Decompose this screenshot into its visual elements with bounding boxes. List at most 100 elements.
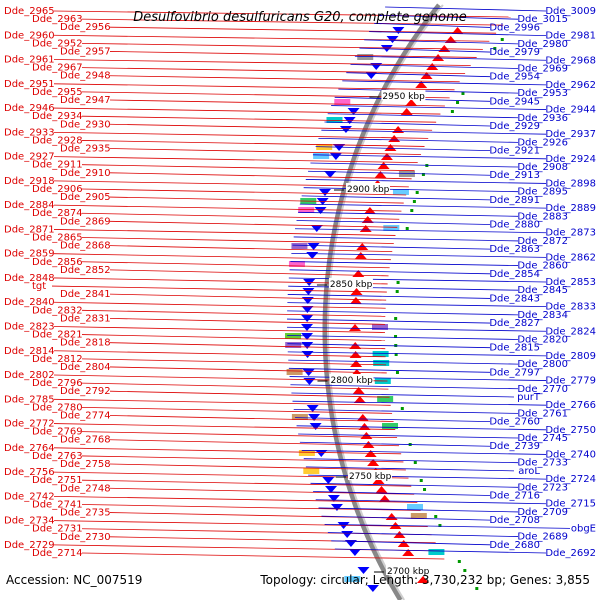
right-gene-label[interactable]: Dde_2761 bbox=[517, 408, 568, 419]
right-gene-label[interactable]: Dde_2954 bbox=[489, 72, 540, 83]
right-gene-label[interactable]: Dde_2926 bbox=[517, 137, 568, 148]
left-gene-label[interactable]: Dde_2792 bbox=[60, 386, 111, 397]
left-gene-label[interactable]: Dde_2812 bbox=[32, 354, 83, 365]
right-gene-label[interactable]: Dde_2895 bbox=[517, 187, 568, 198]
right-gene-label[interactable]: Dde_2680 bbox=[489, 540, 540, 551]
left-gene-label[interactable]: Dde_2756 bbox=[4, 467, 55, 478]
right-gene-label[interactable]: Dde_2715 bbox=[545, 499, 596, 510]
right-gene-label[interactable]: Dde_2724 bbox=[545, 474, 596, 485]
left-gene-label[interactable]: Dde_2714 bbox=[32, 548, 83, 559]
left-gene-label[interactable]: Dde_2742 bbox=[4, 491, 55, 502]
right-gene-label[interactable]: Dde_2843 bbox=[489, 293, 540, 304]
right-gene-label[interactable]: Dde_2863 bbox=[489, 244, 540, 255]
left-gene-label[interactable]: Dde_2785 bbox=[4, 394, 55, 405]
right-gene-label[interactable]: Dde_2833 bbox=[545, 302, 596, 313]
right-gene-label[interactable]: Dde_2937 bbox=[545, 129, 596, 140]
left-gene-label[interactable]: Dde_2772 bbox=[4, 419, 55, 430]
right-gene-label[interactable]: Dde_2834 bbox=[517, 310, 568, 321]
left-gene-label[interactable]: Dde_2927 bbox=[4, 152, 55, 163]
left-gene-label[interactable]: Dde_2804 bbox=[60, 362, 111, 373]
right-gene-label[interactable]: Dde_2745 bbox=[517, 433, 568, 444]
right-gene-label[interactable]: Dde_2996 bbox=[489, 22, 540, 33]
right-gene-label[interactable]: Dde_2981 bbox=[545, 31, 596, 42]
left-gene-label[interactable]: Dde_2814 bbox=[4, 346, 55, 357]
right-gene-label[interactable]: Dde_2913 bbox=[489, 170, 540, 181]
right-gene-label[interactable]: Dde_2750 bbox=[545, 425, 596, 436]
right-gene-label[interactable]: Dde_2945 bbox=[489, 96, 540, 107]
left-gene-label[interactable]: Dde_2818 bbox=[60, 338, 111, 349]
left-gene-label[interactable]: Dde_2856 bbox=[32, 257, 83, 268]
right-gene-label[interactable]: Dde_2908 bbox=[517, 162, 568, 173]
right-gene-label[interactable]: Dde_2800 bbox=[517, 359, 568, 370]
right-gene-label[interactable]: Dde_2827 bbox=[489, 318, 540, 329]
left-gene-label[interactable]: Dde_2869 bbox=[60, 216, 111, 227]
right-gene-label[interactable]: Dde_2883 bbox=[517, 211, 568, 222]
left-gene-label[interactable]: Dde_2948 bbox=[60, 71, 111, 82]
right-gene-label[interactable]: Dde_2809 bbox=[545, 351, 596, 362]
right-gene-label[interactable]: Dde_2924 bbox=[545, 154, 596, 165]
left-gene-label[interactable]: Dde_2751 bbox=[32, 475, 83, 486]
left-gene-label[interactable]: Dde_2930 bbox=[60, 119, 111, 130]
right-gene-label[interactable]: Dde_2862 bbox=[545, 252, 596, 263]
left-gene-label[interactable]: Dde_2840 bbox=[4, 297, 55, 308]
left-gene-label[interactable]: Dde_2763 bbox=[32, 451, 83, 462]
right-gene-label[interactable]: Dde_2692 bbox=[545, 548, 596, 559]
left-gene-label[interactable]: Dde_2871 bbox=[4, 224, 55, 235]
left-gene-label[interactable]: Dde_2905 bbox=[60, 192, 111, 203]
right-gene-label[interactable]: Dde_2980 bbox=[517, 39, 568, 50]
right-gene-label[interactable]: Dde_2968 bbox=[545, 55, 596, 66]
left-gene-label[interactable]: Dde_2965 bbox=[4, 6, 55, 17]
right-gene-label[interactable]: Dde_2739 bbox=[489, 441, 540, 452]
left-gene-label[interactable]: Dde_2955 bbox=[32, 87, 83, 98]
right-gene-label[interactable]: Dde_2815 bbox=[489, 343, 540, 354]
right-gene-label[interactable]: Dde_2921 bbox=[489, 146, 540, 157]
right-gene-label[interactable]: Dde_3015 bbox=[517, 14, 568, 25]
right-gene-label[interactable]: obgE bbox=[571, 523, 596, 534]
right-gene-label[interactable]: Dde_3009 bbox=[545, 6, 596, 17]
right-gene-label[interactable]: Dde_2716 bbox=[489, 491, 540, 502]
left-gene-label[interactable]: Dde_2884 bbox=[4, 200, 55, 211]
left-gene-label[interactable]: Dde_2774 bbox=[60, 410, 111, 421]
left-gene-label[interactable]: Dde_2956 bbox=[60, 22, 111, 33]
right-gene-label[interactable]: Dde_2820 bbox=[517, 334, 568, 345]
left-gene-label[interactable]: Dde_2957 bbox=[60, 46, 111, 57]
left-gene-label[interactable]: Dde_2859 bbox=[4, 249, 55, 260]
right-gene-label[interactable]: Dde_2860 bbox=[517, 261, 568, 272]
right-gene-label[interactable]: Dde_2898 bbox=[545, 178, 596, 189]
left-gene-label[interactable]: Dde_2831 bbox=[60, 313, 111, 324]
left-gene-label[interactable]: Dde_2852 bbox=[60, 265, 111, 276]
right-gene-label[interactable]: Dde_2689 bbox=[517, 532, 568, 543]
right-gene-label[interactable]: Dde_2709 bbox=[517, 507, 568, 518]
right-gene-label[interactable]: Dde_2733 bbox=[517, 458, 568, 469]
left-gene-label[interactable]: Dde_2928 bbox=[32, 135, 83, 146]
right-gene-label[interactable]: Dde_2929 bbox=[489, 121, 540, 132]
left-gene-label[interactable]: Dde_2758 bbox=[60, 459, 111, 470]
right-gene-label[interactable]: Dde_2766 bbox=[545, 400, 596, 411]
left-gene-label[interactable]: Dde_2868 bbox=[60, 241, 111, 252]
right-gene-label[interactable]: Dde_2770 bbox=[517, 384, 568, 395]
right-gene-label[interactable]: Dde_2969 bbox=[517, 63, 568, 74]
right-gene-label[interactable]: Dde_2853 bbox=[545, 277, 596, 288]
right-gene-label[interactable]: Dde_2854 bbox=[489, 269, 540, 280]
left-gene-label[interactable]: Dde_2865 bbox=[32, 233, 83, 244]
right-gene-label[interactable]: Dde_2872 bbox=[517, 236, 568, 247]
right-gene-label[interactable]: purT bbox=[517, 392, 541, 403]
left-gene-label[interactable]: Dde_2748 bbox=[60, 483, 111, 494]
right-gene-label[interactable]: Dde_2760 bbox=[489, 417, 540, 428]
right-gene-label[interactable]: Dde_2889 bbox=[545, 203, 596, 214]
left-gene-label[interactable]: tgt bbox=[32, 281, 46, 292]
right-gene-label[interactable]: Dde_2962 bbox=[545, 80, 596, 91]
left-gene-label[interactable]: Dde_2796 bbox=[32, 378, 83, 389]
right-gene-label[interactable]: Dde_2979 bbox=[489, 47, 540, 58]
left-gene-label[interactable]: Dde_2734 bbox=[4, 516, 55, 527]
left-gene-label[interactable]: Dde_2848 bbox=[4, 273, 55, 284]
left-gene-label[interactable]: Dde_2768 bbox=[60, 435, 111, 446]
right-gene-label[interactable]: Dde_2797 bbox=[489, 367, 540, 378]
right-gene-label[interactable]: Dde_2708 bbox=[489, 515, 540, 526]
left-gene-label[interactable]: Dde_2934 bbox=[32, 111, 83, 122]
right-gene-label[interactable]: Dde_2936 bbox=[517, 113, 568, 124]
right-gene-label[interactable]: Dde_2953 bbox=[517, 88, 568, 99]
right-gene-label[interactable]: Dde_2944 bbox=[545, 105, 596, 116]
right-gene-label[interactable]: Dde_2845 bbox=[517, 285, 568, 296]
left-gene-label[interactable]: Dde_2952 bbox=[32, 38, 83, 49]
